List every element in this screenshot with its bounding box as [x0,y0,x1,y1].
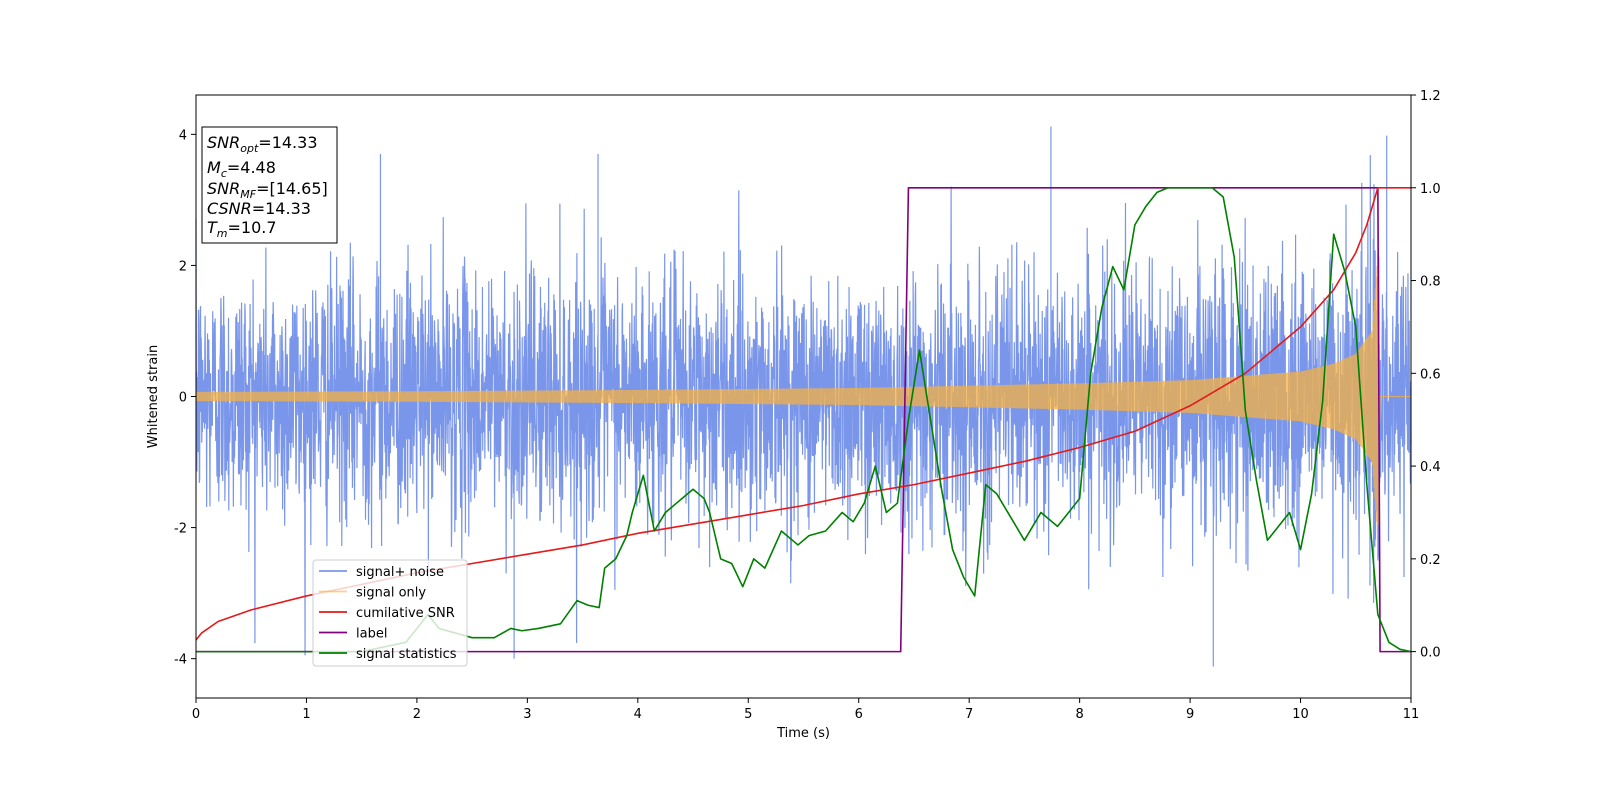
x-tick-label: 3 [523,707,531,722]
annotation-value: =10.7 [228,218,277,237]
y-tick-label: -4 [174,653,187,668]
y-tick-label: 2 [179,259,187,274]
y-tick-label: 4 [179,128,187,143]
x-tick-label: 11 [1403,707,1420,722]
y-tick-label: 0 [179,391,187,406]
legend-item: signal+ noise [319,565,444,580]
annotation-subscript: MF [240,188,256,201]
signal-only-series [195,254,1411,533]
annotation-base: SNR [207,133,240,152]
annotation-value: =4.48 [227,158,276,177]
legend-label: cumilative SNR [356,606,455,621]
legend-item: cumilative SNR [319,606,455,621]
x-tick-label: 9 [1186,707,1194,722]
legend-item: signal statistics [319,647,457,662]
y2-tick-label: 0.6 [1420,367,1441,382]
y2-tick-label: 1.0 [1420,182,1441,197]
annotation-base: SNR [207,179,240,198]
annotation-line: SNRMF=[14.65] [207,179,328,201]
x-tick-label: 5 [744,707,752,722]
annotation-line: Mc=4.48 [207,158,276,180]
legend-label: signal statistics [356,647,457,662]
annotation-base: M [207,158,221,177]
annotation-value: =14.33 [258,133,317,152]
legend-label: signal+ noise [356,565,444,580]
legend: signal+ noise signal only cumilative SNR la… [312,559,468,667]
legend-label: label [356,627,387,642]
annotation-box: SNRopt=14.33Mc=4.48SNRMF=[14.65]CSNR=14.… [201,126,338,244]
y2-tick-label: 1.2 [1420,89,1441,104]
y2-tick-label: 0.0 [1420,646,1441,661]
y-tick-label: -2 [174,522,187,537]
annotation-base: T [207,218,218,237]
annotation-line: Tm=10.7 [207,218,277,240]
annotation-frame [201,126,338,244]
annotation-line: SNRopt=14.33 [207,133,318,155]
annotation-value: =14.33 [252,199,311,218]
annotation-value: =[14.65] [256,179,328,198]
y2-tick-label: 0.8 [1420,275,1441,290]
annotation-subscript: opt [240,142,259,155]
y-axis-label: Whitened strain [146,345,161,448]
y2-axis-ticks: 0.0 0.2 0.4 0.6 0.8 1.0 1.2 [1411,89,1441,661]
x-tick-label: 7 [965,707,973,722]
signal-statistics-series [196,186,1412,653]
y2-tick-label: 0.4 [1420,460,1441,475]
x-tick-label: 4 [634,707,642,722]
x-tick-label: 2 [413,707,421,722]
x-tick-label: 0 [192,707,200,722]
y-axis-ticks: -4 -2 0 2 4 [174,128,196,668]
x-tick-label: 10 [1292,707,1309,722]
x-axis-ticks: 0 1 2 3 4 5 6 7 8 9 10 11 [192,698,1419,722]
x-tick-label: 6 [855,707,863,722]
legend-item: label [319,627,387,642]
annotation-line: CSNR=14.33 [207,199,311,218]
x-axis-label: Time (s) [776,726,830,741]
annotation-subscript: m [217,227,228,240]
y2-tick-label: 0.2 [1420,553,1441,568]
signal-plus-noise-layer [195,126,1412,667]
legend-item: signal only [319,586,426,601]
legend-label: signal only [356,586,426,601]
annotation-subscript: c [221,167,227,180]
x-tick-label: 1 [302,707,310,722]
legend-frame [312,559,468,667]
label-series [196,186,1411,653]
signal-plus-noise-series [195,126,1412,667]
signal-only-layer [195,254,1411,533]
annotation-base: CSNR [207,199,252,218]
x-tick-label: 8 [1075,707,1083,722]
